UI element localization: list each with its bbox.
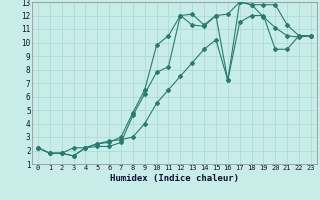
X-axis label: Humidex (Indice chaleur): Humidex (Indice chaleur) <box>110 174 239 183</box>
